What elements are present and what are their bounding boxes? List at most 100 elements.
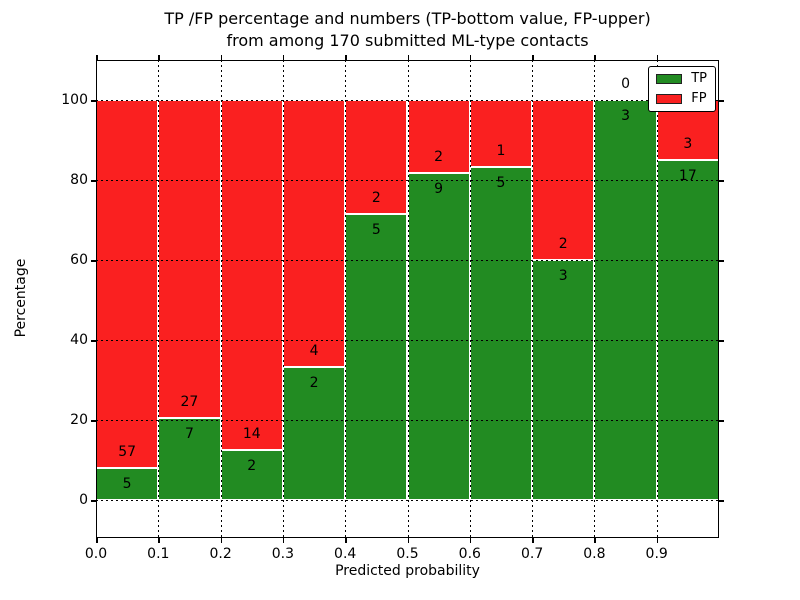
legend-swatch-tp: [656, 74, 683, 84]
gridline-vertical: [220, 60, 222, 538]
bar-count-label-fp: 4: [309, 342, 319, 359]
legend-label: FP: [691, 91, 707, 106]
y-tick-mark: [719, 500, 724, 502]
x-tick-mark: [345, 55, 347, 60]
y-tick-mark: [91, 420, 96, 422]
y-axis-label: Percentage: [13, 258, 29, 338]
gridline-horizontal: [96, 260, 719, 261]
y-tick-label: 60: [70, 252, 88, 268]
x-tick-label: 0.7: [520, 546, 544, 562]
gridline-vertical: [282, 60, 284, 538]
gridline-horizontal: [96, 500, 719, 501]
x-tick-mark: [282, 538, 285, 543]
x-tick-mark: [656, 55, 659, 60]
y-tick-mark: [719, 180, 724, 182]
x-tick-mark: [158, 538, 160, 543]
legend-swatch-fp: [656, 94, 683, 104]
bar-count-label-fp: 3: [683, 136, 693, 152]
x-tick-label: 0.2: [209, 546, 232, 562]
bar-count-label-tp: 5: [371, 222, 381, 239]
legend-item-tp: TP: [656, 72, 707, 86]
y-tick-mark: [91, 260, 96, 262]
x-tick-mark: [594, 538, 596, 543]
gridline-horizontal: [96, 340, 719, 341]
gridline-vertical: [594, 60, 596, 538]
gridline-vertical: [345, 60, 347, 538]
bar-segment-tp: [594, 100, 657, 500]
x-tick-mark: [282, 55, 285, 60]
chart-title-line2: from among 170 submitted ML-type contact…: [226, 31, 589, 50]
bar-count-label-fp: 2: [434, 148, 444, 165]
x-tick-mark: [96, 55, 98, 60]
bar-count-label-fp: 0: [621, 76, 631, 92]
x-axis-label: Predicted probability: [335, 563, 480, 579]
y-tick-mark: [719, 100, 724, 102]
x-tick-mark: [158, 55, 160, 60]
y-tick-label: 0: [79, 492, 88, 508]
bar-segment-fp: [282, 100, 346, 367]
y-tick-mark: [91, 500, 96, 502]
bar-count-label-tp: 7: [184, 425, 194, 442]
x-tick-mark: [407, 538, 409, 543]
y-tick-mark: [91, 180, 96, 182]
gridline-horizontal: [96, 100, 719, 101]
bar-count-label-fp: 14: [242, 426, 261, 442]
x-tick-label: 0.1: [147, 546, 170, 562]
bar-segment-tp: [407, 172, 470, 500]
x-tick-mark: [532, 538, 534, 543]
y-tick-mark: [719, 420, 724, 422]
bar-segment-tp: [532, 260, 595, 500]
bar-segment-tp: [469, 166, 533, 500]
gridline-vertical: [158, 60, 160, 538]
bar-segment-tp: [345, 214, 408, 500]
bar-count-label-fp: 2: [558, 236, 568, 252]
x-tick-mark: [407, 55, 409, 60]
bar-segment-fp: [96, 100, 159, 468]
bar-count-label-fp: 1: [496, 142, 506, 159]
gridline-vertical: [407, 60, 409, 538]
bar-count-label-tp: 3: [558, 268, 568, 284]
x-tick-label: 0.4: [334, 546, 357, 562]
x-tick-mark: [532, 55, 534, 60]
y-tick-mark: [91, 340, 96, 342]
x-tick-mark: [656, 538, 659, 543]
gridline-horizontal: [96, 420, 719, 421]
x-tick-label: 0.8: [583, 546, 606, 562]
bar-count-label-tp: 5: [496, 174, 506, 191]
gridline-vertical: [469, 60, 471, 538]
bar-count-label-tp: 9: [434, 180, 444, 197]
legend-item-fp: FP: [656, 92, 707, 106]
legend: TP FP: [648, 66, 716, 112]
bar-count-label-tp: 5: [122, 475, 132, 492]
bar-segment-tp: [656, 160, 719, 500]
bar-segment-fp: [220, 100, 283, 450]
x-tick-label: 0.3: [271, 546, 295, 562]
y-tick-label: 100: [61, 92, 88, 108]
bar-count-label-fp: 57: [118, 443, 137, 460]
x-tick-mark: [220, 55, 223, 60]
x-tick-label: 0.6: [458, 546, 481, 562]
x-tick-label: 0.5: [396, 546, 419, 562]
bar-segment-fp: [158, 100, 221, 418]
y-tick-label: 40: [70, 332, 88, 348]
bar-count-label-tp: 17: [678, 168, 697, 184]
bar-segment-tp: [282, 366, 346, 500]
x-tick-mark: [345, 538, 347, 543]
legend-label: TP: [691, 71, 707, 86]
y-tick-mark: [719, 340, 724, 342]
x-tick-mark: [469, 55, 472, 60]
gridline-vertical: [656, 60, 658, 538]
x-tick-mark: [220, 538, 223, 543]
chart-title: TP /FP percentage and numbers (TP-bottom…: [96, 8, 719, 52]
plot-area: TP FP 57 5 27 7 14 2 4 2 2 5 2 9 1 5 2 3 0 3 3 17: [91, 55, 724, 543]
y-tick-mark: [719, 260, 724, 262]
x-tick-mark: [469, 538, 472, 543]
gridline-horizontal: [96, 180, 719, 181]
bar-count-label-tp: 3: [621, 108, 631, 124]
x-tick-label: 0.9: [645, 546, 668, 562]
y-tick-label: 80: [70, 172, 88, 188]
x-tick-mark: [594, 55, 596, 60]
bar-count-label-fp: 27: [180, 393, 199, 410]
chart-title-line1: TP /FP percentage and numbers (TP-bottom…: [164, 9, 651, 28]
